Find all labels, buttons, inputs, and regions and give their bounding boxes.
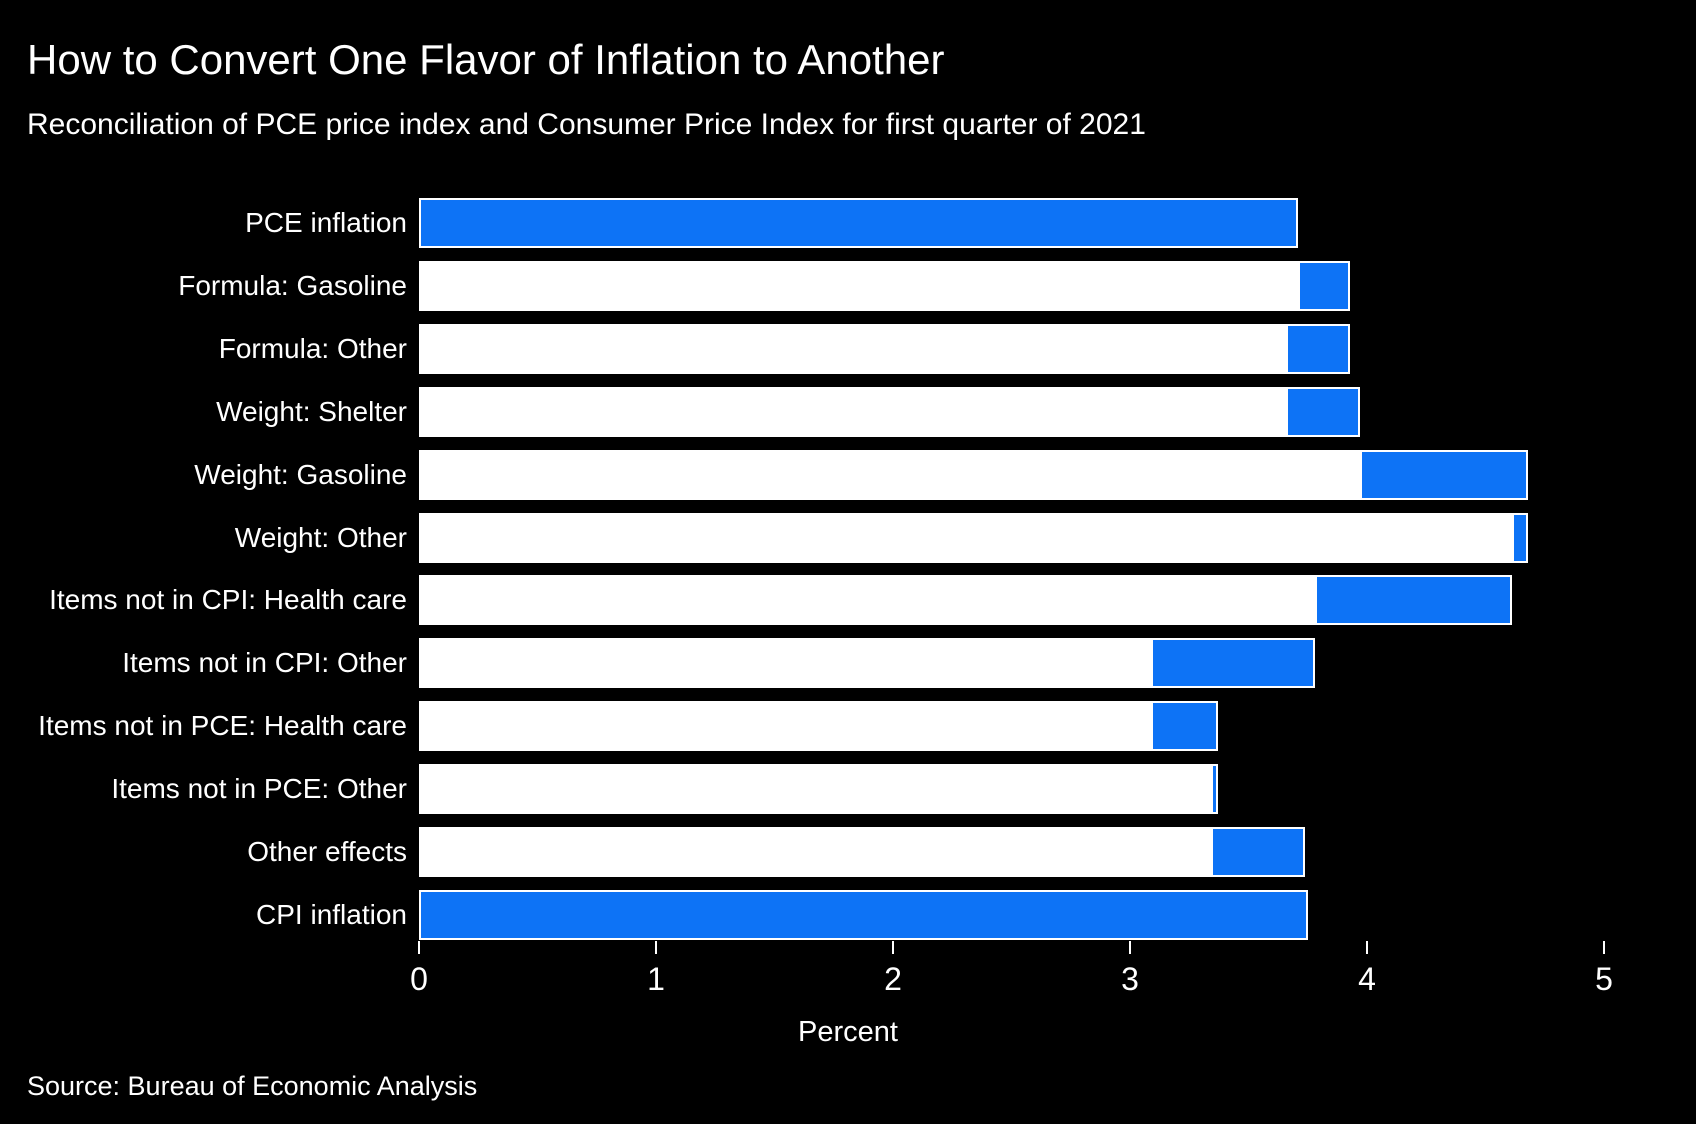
bar-segment (1210, 827, 1306, 877)
bar-track (419, 827, 1306, 877)
x-axis-title: Percent (798, 1016, 898, 1048)
chart-row: Items not in CPI: Health care (0, 575, 1696, 626)
chart-title: How to Convert One Flavor of Inflation t… (27, 36, 945, 83)
chart-row: Items not in CPI: Other (0, 638, 1696, 689)
chart-row: Other effects (0, 827, 1696, 877)
bar-track (419, 575, 1512, 626)
bar-segment (1286, 323, 1351, 374)
axis-tick (1129, 941, 1131, 954)
bar-track (419, 449, 1529, 500)
bar-track (419, 701, 1218, 752)
row-label: PCE inflation (245, 207, 407, 238)
bar-track (419, 889, 1308, 940)
row-label: Items not in PCE: Other (111, 773, 407, 805)
chart-row: Items not in PCE: Health care (0, 701, 1696, 752)
bar-segment (1286, 386, 1360, 437)
axis-tick-label: 0 (410, 961, 428, 997)
bar-segment (1151, 638, 1315, 689)
bar-track (419, 198, 1299, 248)
bar-track (419, 260, 1351, 311)
row-label: CPI inflation (256, 898, 407, 930)
row-label: Formula: Other (218, 332, 407, 364)
chart-row: CPI inflation (0, 889, 1696, 940)
chart-row: PCE inflation (0, 198, 1696, 248)
row-label: Weight: Other (234, 521, 407, 553)
bar-segment (1359, 449, 1529, 500)
row-label: Items not in CPI: Other (122, 647, 407, 679)
row-label: Items not in CPI: Health care (49, 584, 407, 616)
bar-segment (419, 198, 1299, 248)
bar-segment (419, 889, 1308, 940)
chart-row: Weight: Other (0, 512, 1696, 563)
source-note: Source: Bureau of Economic Analysis (27, 1071, 478, 1101)
chart-row: Weight: Gasoline (0, 449, 1696, 500)
bar-segment (1314, 575, 1512, 626)
bar-track (419, 638, 1315, 689)
chart-row: Items not in PCE: Other (0, 764, 1696, 815)
chart-row: Formula: Other (0, 323, 1696, 374)
axis-tick (418, 941, 420, 954)
bar-track (419, 764, 1218, 815)
bar-track (419, 512, 1529, 563)
axis-tick (892, 941, 894, 954)
chart-row: Formula: Gasoline (0, 260, 1696, 311)
row-label: Weight: Shelter (216, 395, 407, 427)
bar-track (419, 386, 1360, 437)
row-label: Weight: Gasoline (194, 458, 407, 490)
bar-segment (1298, 260, 1351, 311)
bar-segment (1151, 701, 1218, 752)
axis-tick (1603, 941, 1605, 954)
chart-row: Weight: Shelter (0, 386, 1696, 437)
axis-tick-label: 3 (1121, 961, 1139, 997)
chart-subtitle: Reconciliation of PCE price index and Co… (27, 108, 1146, 141)
axis-tick-label: 2 (884, 961, 902, 997)
row-label: Other effects (247, 836, 407, 867)
row-label: Formula: Gasoline (178, 269, 407, 301)
axis-tick-label: 1 (647, 961, 665, 997)
bar-track (419, 323, 1351, 374)
bar-segment (1511, 512, 1529, 563)
bar-segment (1210, 764, 1218, 815)
axis-tick (655, 941, 657, 954)
axis-tick (1366, 941, 1368, 954)
axis-tick-label: 4 (1358, 961, 1376, 997)
row-label: Items not in PCE: Health care (38, 710, 407, 742)
axis-tick-label: 5 (1595, 961, 1613, 997)
